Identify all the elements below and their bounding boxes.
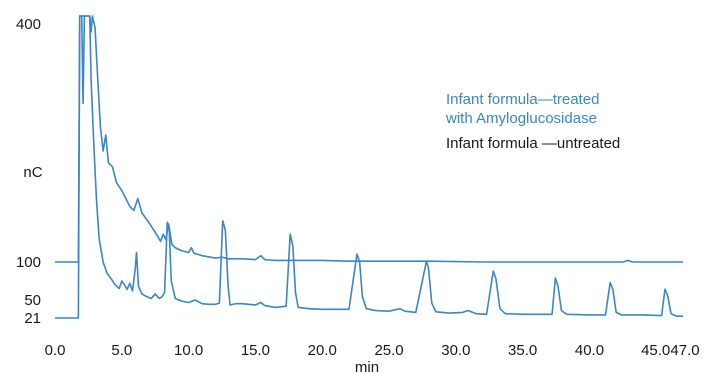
x-tick-label: 15.0	[241, 342, 270, 359]
x-tick-label: 20.0	[308, 342, 337, 359]
legend-treated-line1: Infant formula—treated	[446, 91, 599, 108]
y-tick-label: 100	[16, 254, 41, 271]
x-tick-label: 25.0	[374, 342, 403, 359]
y-tick-label: 50	[24, 292, 41, 309]
x-tick-label: 0.0	[45, 342, 66, 359]
legend-treated-line2: with Amyloglucosidase	[445, 110, 597, 127]
y-tick-label: 400	[16, 16, 41, 33]
legend-untreated: Infant formula —untreated	[446, 135, 620, 152]
x-axis-title: min	[355, 359, 379, 374]
x-tick-label: 30.0	[441, 342, 470, 359]
x-tick-label: 35.0	[508, 342, 537, 359]
x-tick-label: 40.0	[575, 342, 604, 359]
series-line-untreated	[55, 15, 683, 319]
x-tick-label: 10.0	[174, 342, 203, 359]
legend: Infant formula—treated with Amyloglucosi…	[445, 91, 620, 152]
series-lines	[55, 15, 683, 319]
x-tick-label: 5.0	[111, 342, 132, 359]
x-tick-label: 45.0	[641, 342, 670, 359]
x-axis-ticks: 0.0 5.0 10.0 15.0 20.0 25.0 30.0 35.0 40.0 45.0 47…	[45, 342, 700, 359]
y-tick-label: 21	[24, 310, 41, 327]
x-tick-label: 47.0	[670, 342, 699, 359]
y-axis-title: nC	[23, 164, 42, 181]
